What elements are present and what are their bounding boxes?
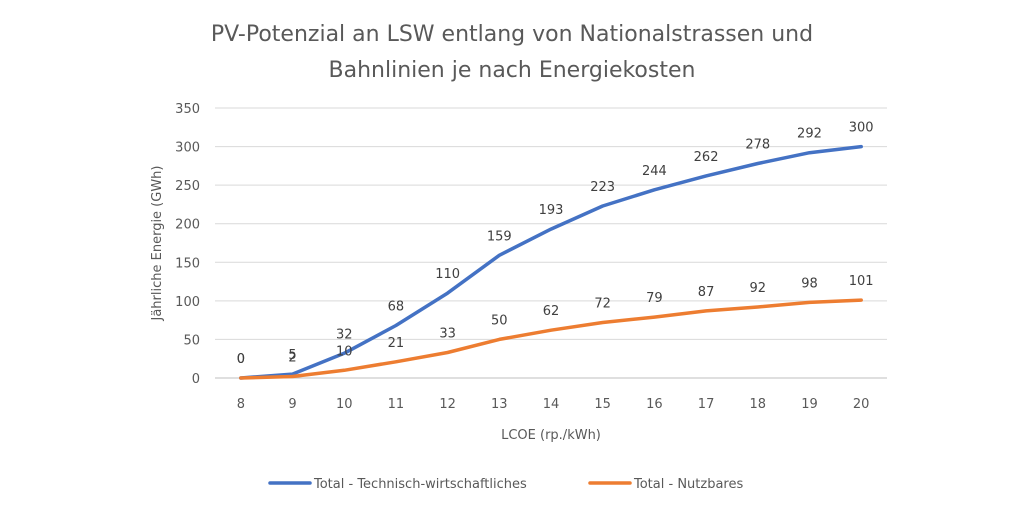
data-label: 33	[439, 327, 456, 342]
data-label: 262	[694, 150, 719, 165]
data-label: 5	[288, 348, 296, 363]
data-label: 87	[698, 285, 715, 300]
legend-label: Total - Technisch-wirtschaftliches	[313, 477, 527, 492]
data-label: 98	[801, 276, 818, 291]
data-label: 159	[487, 229, 512, 244]
x-tick-label: 19	[801, 397, 818, 412]
data-label: 2	[288, 350, 296, 365]
data-label: 244	[642, 164, 667, 179]
data-label: 110	[435, 267, 460, 282]
x-tick-label: 8	[237, 397, 245, 412]
data-label: 50	[491, 313, 508, 328]
data-label: 92	[749, 281, 766, 296]
y-tick-label: 350	[175, 102, 200, 117]
y-tick-label: 200	[175, 218, 200, 233]
series-line-1	[239, 144, 863, 380]
x-axis-title: LCOE (rp./kWh)	[501, 428, 601, 443]
gridlines	[215, 107, 887, 379]
y-tick-labels: 0 50 100 150 200 250 300 350	[175, 102, 200, 387]
data-label: 292	[797, 127, 822, 142]
chart-title-line-1: PV-Potenzial an LSW entlang von National…	[211, 22, 813, 47]
data-label: 0	[237, 352, 245, 367]
data-label: 300	[849, 121, 874, 136]
y-tick-label: 250	[175, 179, 200, 194]
data-label: 223	[590, 180, 615, 195]
data-label: 21	[388, 336, 405, 351]
y-tick-label: 0	[192, 372, 200, 387]
x-tick-label: 20	[853, 397, 870, 412]
x-tick-label: 9	[288, 397, 296, 412]
x-tick-label: 16	[646, 397, 663, 412]
x-tick-label: 18	[749, 397, 766, 412]
legend: Total - Technisch-wirtschaftliches Total …	[268, 477, 743, 492]
data-label: 68	[388, 300, 405, 315]
x-tick-label: 14	[543, 397, 560, 412]
data-label: 278	[745, 138, 770, 153]
data-label: 193	[539, 203, 564, 218]
data-label: 62	[543, 304, 560, 319]
y-axis-title: Jährliche Energie (GWh)	[150, 166, 165, 322]
legend-label: Total - Nutzbares	[633, 477, 743, 492]
chart-title-line-2: Bahnlinien je nach Energiekosten	[329, 58, 696, 83]
data-label: 32	[336, 327, 353, 342]
x-tick-label: 15	[594, 397, 611, 412]
data-label: 72	[594, 296, 611, 311]
data-label: 10	[336, 344, 353, 359]
data-label: 101	[849, 274, 874, 289]
x-tick-label: 13	[491, 397, 508, 412]
series-lines	[239, 144, 863, 380]
x-tick-label: 17	[698, 397, 715, 412]
x-tick-label: 12	[439, 397, 456, 412]
x-tick-label: 11	[388, 397, 405, 412]
x-tick-label: 10	[336, 397, 353, 412]
y-tick-label: 300	[175, 141, 200, 156]
y-tick-label: 50	[183, 333, 200, 348]
y-tick-label: 150	[175, 256, 200, 271]
data-label: 79	[646, 291, 663, 306]
data-label: 0	[237, 352, 245, 367]
x-tick-labels: 8 9 10 11 12 13 14 15 16 17 18 19 20	[237, 397, 870, 412]
series-line-2	[239, 298, 863, 380]
y-tick-label: 100	[175, 295, 200, 310]
